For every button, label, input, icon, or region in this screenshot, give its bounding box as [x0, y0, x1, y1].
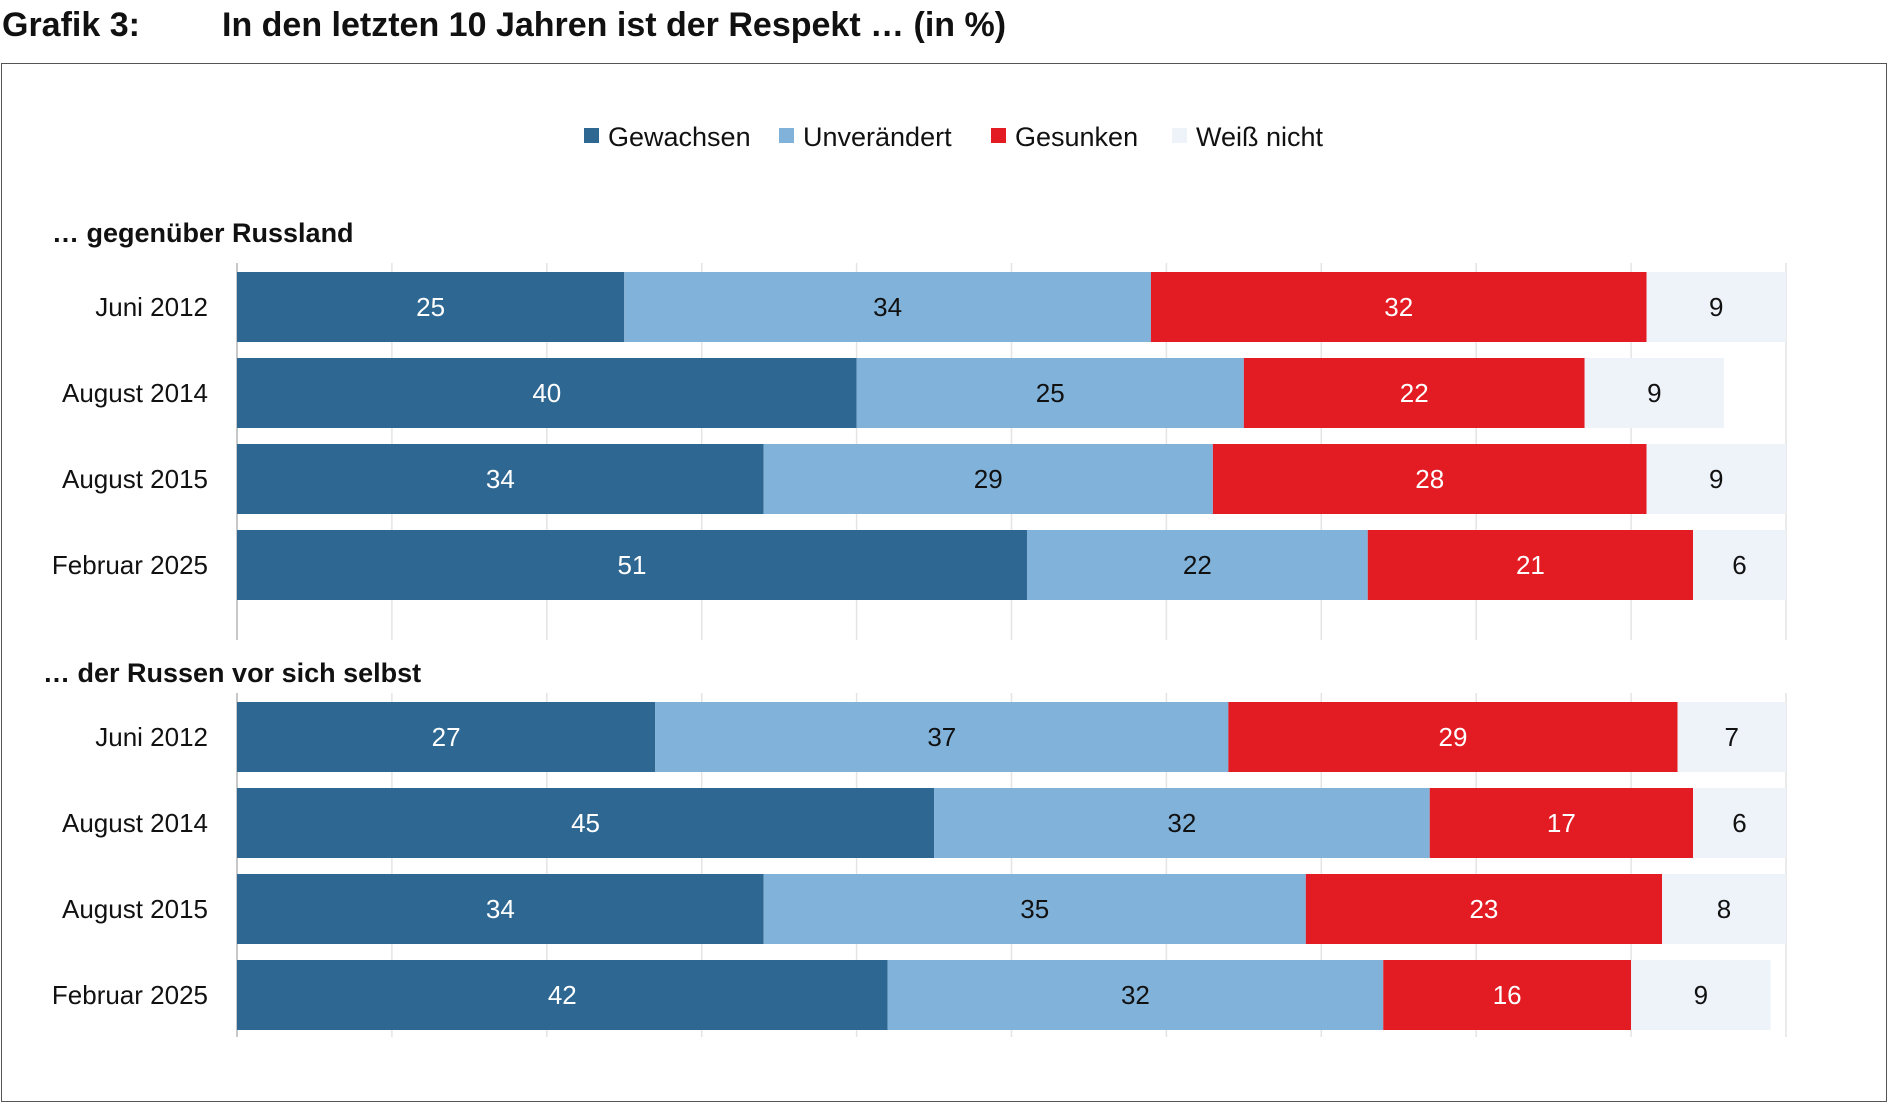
- data-label: 17: [1547, 808, 1576, 838]
- category-label: Februar 2025: [52, 980, 208, 1010]
- bar-segment-gesunken: [1150, 272, 1647, 342]
- legend-swatch-2: [779, 128, 794, 143]
- category-label: Juni 2012: [95, 292, 208, 322]
- figure-label: Grafik 3:: [2, 6, 140, 44]
- bar-segment-wei-nicht: [1662, 874, 1786, 944]
- bar-segment-wei-nicht: [1693, 788, 1786, 858]
- data-label: 32: [1121, 980, 1150, 1010]
- data-label: 22: [1183, 550, 1212, 580]
- data-label: 7: [1725, 722, 1739, 752]
- data-label: 16: [1493, 980, 1522, 1010]
- bar-segment-unver-ndert: [856, 358, 1244, 428]
- bar-segment-gesunken: [1243, 358, 1585, 428]
- data-label: 51: [618, 550, 647, 580]
- bar-segment-gewachsen: [237, 272, 625, 342]
- bar-segment-unver-ndert: [763, 444, 1213, 514]
- data-label: 6: [1732, 808, 1746, 838]
- category-label: August 2014: [62, 378, 208, 408]
- data-label: 32: [1167, 808, 1196, 838]
- data-label: 32: [1384, 292, 1413, 322]
- bar-segment-wei-nicht: [1584, 358, 1725, 428]
- chart-title: In den letzten 10 Jahren ist der Respekt…: [222, 6, 1007, 44]
- data-label: 29: [1439, 722, 1468, 752]
- legend-label-4: Weiß nicht: [1196, 122, 1324, 152]
- bar-segment-unver-ndert: [763, 874, 1306, 944]
- bar-segment-gewachsen: [237, 530, 1027, 600]
- panel-title-2: … der Russen vor sich selbst: [43, 658, 421, 688]
- legend-label-1: Gewachsen: [608, 122, 751, 152]
- category-label: Februar 2025: [52, 550, 208, 580]
- legend-label-2: Unverändert: [803, 122, 952, 152]
- legend-swatch-1: [584, 128, 599, 143]
- bar-segment-unver-ndert: [655, 702, 1229, 772]
- category-label: August 2015: [62, 464, 208, 494]
- bar-segment-wei-nicht: [1646, 444, 1786, 514]
- bar-segment-gesunken: [1429, 788, 1694, 858]
- bar-segment-unver-ndert: [1026, 530, 1368, 600]
- legend-label-3: Gesunken: [1015, 122, 1138, 152]
- bar-segment-gewachsen: [237, 444, 764, 514]
- data-label: 34: [486, 464, 515, 494]
- data-label: 23: [1469, 894, 1498, 924]
- bar-segment-unver-ndert: [624, 272, 1151, 342]
- bar-segment-gewachsen: [237, 358, 857, 428]
- data-label: 6: [1732, 550, 1746, 580]
- data-label: 9: [1647, 378, 1661, 408]
- legend-swatch-3: [991, 128, 1006, 143]
- chart-frame: [1, 63, 1887, 1102]
- data-label: 21: [1516, 550, 1545, 580]
- data-label: 27: [432, 722, 461, 752]
- category-label: August 2014: [62, 808, 208, 838]
- category-label: Juni 2012: [95, 722, 208, 752]
- data-label: 45: [571, 808, 600, 838]
- data-label: 40: [532, 378, 561, 408]
- legend-swatch-4: [1172, 128, 1187, 143]
- data-label: 34: [873, 292, 902, 322]
- bar-segment-wei-nicht: [1693, 530, 1786, 600]
- data-label: 29: [974, 464, 1003, 494]
- data-label: 25: [416, 292, 445, 322]
- data-label: 37: [927, 722, 956, 752]
- data-label: 8: [1717, 894, 1731, 924]
- bar-segment-unver-ndert: [887, 960, 1384, 1030]
- bar-segment-gesunken: [1383, 960, 1632, 1030]
- data-label: 34: [486, 894, 515, 924]
- bar-segment-gewachsen: [237, 874, 764, 944]
- bar-segment-unver-ndert: [934, 788, 1430, 858]
- bar-segment-wei-nicht: [1631, 960, 1771, 1030]
- data-label: 22: [1400, 378, 1429, 408]
- bar-segment-gesunken: [1305, 874, 1663, 944]
- bar-segment-gewachsen: [237, 960, 888, 1030]
- data-label: 42: [548, 980, 577, 1010]
- bar-segment-gesunken: [1367, 530, 1694, 600]
- data-label: 9: [1709, 464, 1723, 494]
- data-label: 28: [1415, 464, 1444, 494]
- data-label: 35: [1020, 894, 1049, 924]
- bar-segment-wei-nicht: [1646, 272, 1786, 342]
- panel-title-1: … gegenüber Russland: [52, 218, 354, 248]
- data-label: 25: [1036, 378, 1065, 408]
- category-label: August 2015: [62, 894, 208, 924]
- bar-segment-gesunken: [1212, 444, 1647, 514]
- bar-segment-wei-nicht: [1677, 702, 1786, 772]
- data-label: 9: [1709, 292, 1723, 322]
- bar-segment-gesunken: [1228, 702, 1678, 772]
- bar-segment-gewachsen: [237, 788, 935, 858]
- data-label: 9: [1694, 980, 1708, 1010]
- bar-segment-gewachsen: [237, 702, 656, 772]
- figure-header: Grafik 3: In den letzten 10 Jahren ist d…: [0, 0, 1890, 60]
